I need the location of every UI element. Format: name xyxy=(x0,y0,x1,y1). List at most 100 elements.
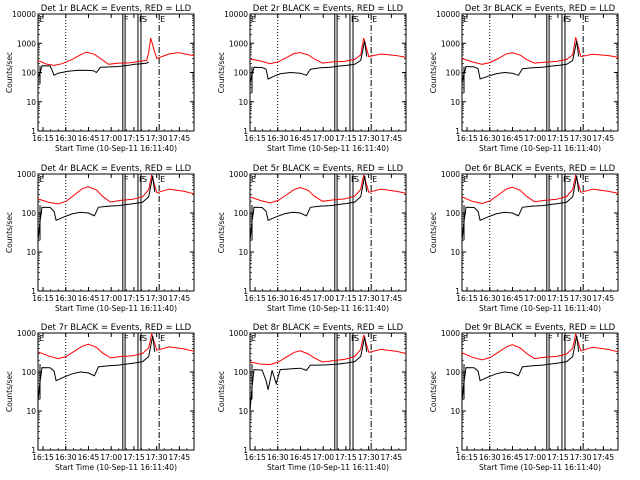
y-tick-label: 1000 xyxy=(17,39,36,48)
event-marker-start: E xyxy=(251,15,256,24)
x-tick-label: 16:30 xyxy=(479,134,501,143)
x-tick-label: 16:30 xyxy=(55,453,77,462)
x-tick-label: 16:45 xyxy=(502,453,524,462)
event-marker-e: E xyxy=(160,15,165,24)
x-tick-label: 16:45 xyxy=(502,134,524,143)
x-tick-label: 16:45 xyxy=(290,294,312,303)
series-lld-red xyxy=(461,174,619,205)
y-tick-label: 10 xyxy=(26,98,36,107)
event-marker-s: S xyxy=(142,15,147,24)
x-tick-label: 17:30 xyxy=(570,453,592,462)
y-tick-label: 1 xyxy=(31,287,36,296)
y-tick-label: 10000 xyxy=(436,10,460,19)
y-tick-label: 1000 xyxy=(229,329,248,338)
y-tick-label: 1000 xyxy=(229,170,248,179)
event-marker-f: F xyxy=(563,334,568,343)
x-tick-label: 16:30 xyxy=(267,453,289,462)
x-tick-label: 17:45 xyxy=(169,294,191,303)
x-tick-label: 17:00 xyxy=(312,294,334,303)
panel-title: Det 2r BLACK = Events, RED = LLD xyxy=(253,4,404,14)
panel-title: Det 9r BLACK = Events, RED = LLD xyxy=(465,323,616,333)
x-tick-label: 17:45 xyxy=(381,453,403,462)
y-axis-label: Counts/sec xyxy=(429,52,438,93)
y-tick-label: 10 xyxy=(26,407,36,416)
y-tick-label: 10 xyxy=(26,248,36,257)
x-tick-label: 16:15 xyxy=(32,294,54,303)
y-axis-label: Counts/sec xyxy=(217,371,226,412)
event-marker-e: E xyxy=(160,334,165,343)
x-tick-label: 16:15 xyxy=(244,294,266,303)
x-tick-label: 17:15 xyxy=(123,134,145,143)
series-lld-red xyxy=(461,333,619,361)
x-axis-label: Start Time (10-Sep-11 16:11:40) xyxy=(55,304,177,313)
x-tick-label: 16:15 xyxy=(244,453,266,462)
x-axis-label: Start Time (10-Sep-11 16:11:40) xyxy=(479,304,601,313)
y-tick-label: 100 xyxy=(22,69,37,78)
event-marker-s: S xyxy=(142,334,147,343)
series-events-black xyxy=(461,175,580,241)
event-marker-f: F xyxy=(139,15,144,24)
x-tick-label: 17:15 xyxy=(547,134,569,143)
event-marker-f: F xyxy=(139,334,144,343)
y-tick-label: 100 xyxy=(234,368,249,377)
x-tick-label: 17:15 xyxy=(335,134,357,143)
x-tick-label: 16:15 xyxy=(456,453,478,462)
y-tick-label: 1 xyxy=(455,446,460,455)
x-tick-label: 17:30 xyxy=(570,294,592,303)
panel-det-4: Det 4r BLACK = Events, RED = LLD 1000 100 1… xyxy=(5,164,195,313)
x-axis-label: Start Time (10-Sep-11 16:11:40) xyxy=(267,304,389,313)
y-tick-label: 10000 xyxy=(224,10,248,19)
event-marker-f: F xyxy=(548,334,553,343)
plot-frame xyxy=(461,332,619,451)
event-marker-s: S xyxy=(566,334,571,343)
y-tick-label: 1000 xyxy=(441,170,460,179)
event-marker-f: F xyxy=(124,334,129,343)
event-marker-f: F xyxy=(563,15,568,24)
event-marker-s: S xyxy=(142,175,147,184)
panel-det-2: Det 2r BLACK = Events, RED = LLD 10000 100… xyxy=(217,4,407,153)
y-tick-label: 1 xyxy=(31,446,36,455)
plot-frame xyxy=(37,173,195,292)
event-marker-f: F xyxy=(548,15,553,24)
x-tick-label: 17:30 xyxy=(146,294,168,303)
panel-title: Det 6r BLACK = Events, RED = LLD xyxy=(465,164,616,174)
event-marker-start: E xyxy=(251,334,256,343)
x-tick-label: 16:30 xyxy=(267,134,289,143)
x-tick-label: 17:00 xyxy=(100,294,122,303)
panel-title: Det 5r BLACK = Events, RED = LLD xyxy=(253,164,404,174)
x-tick-label: 16:45 xyxy=(290,453,312,462)
series-events-black xyxy=(249,336,368,412)
panel-title: Det 1r BLACK = Events, RED = LLD xyxy=(41,4,192,14)
panel-title: Det 3r BLACK = Events, RED = LLD xyxy=(465,4,616,14)
x-tick-label: 16:15 xyxy=(244,134,266,143)
y-tick-label: 100 xyxy=(446,368,461,377)
x-tick-label: 17:45 xyxy=(381,294,403,303)
panel-det-9: Det 9r BLACK = Events, RED = LLD 1000 100 1… xyxy=(429,323,619,472)
panel-det-1: Det 1r BLACK = Events, RED = LLD 10000 100… xyxy=(5,4,195,153)
x-tick-label: 17:45 xyxy=(381,134,403,143)
y-axis-label: Counts/sec xyxy=(5,52,14,93)
x-axis-label: Start Time (10-Sep-11 16:11:40) xyxy=(55,144,177,153)
panel-det-6: Det 6r BLACK = Events, RED = LLD 1000 100 1… xyxy=(429,164,619,313)
event-marker-start: E xyxy=(251,175,256,184)
x-tick-label: 16:30 xyxy=(55,134,77,143)
event-marker-f: F xyxy=(548,175,553,184)
y-tick-label: 10 xyxy=(450,407,460,416)
panel-det-8: Det 8r BLACK = Events, RED = LLD 1000 100 1… xyxy=(217,323,407,472)
event-marker-start: E xyxy=(39,15,44,24)
x-tick-label: 16:30 xyxy=(479,453,501,462)
y-axis-label: Counts/sec xyxy=(217,52,226,93)
x-tick-label: 17:00 xyxy=(524,453,546,462)
x-tick-label: 17:45 xyxy=(593,453,615,462)
x-tick-label: 17:45 xyxy=(169,453,191,462)
x-tick-label: 17:00 xyxy=(312,134,334,143)
x-tick-label: 17:00 xyxy=(100,453,122,462)
x-tick-label: 17:15 xyxy=(335,453,357,462)
x-tick-label: 16:15 xyxy=(456,134,478,143)
series-lld-red xyxy=(37,331,195,360)
y-tick-label: 1 xyxy=(243,446,248,455)
series-lld-red xyxy=(37,37,195,66)
y-tick-label: 10000 xyxy=(12,10,36,19)
x-tick-label: 16:15 xyxy=(32,453,54,462)
